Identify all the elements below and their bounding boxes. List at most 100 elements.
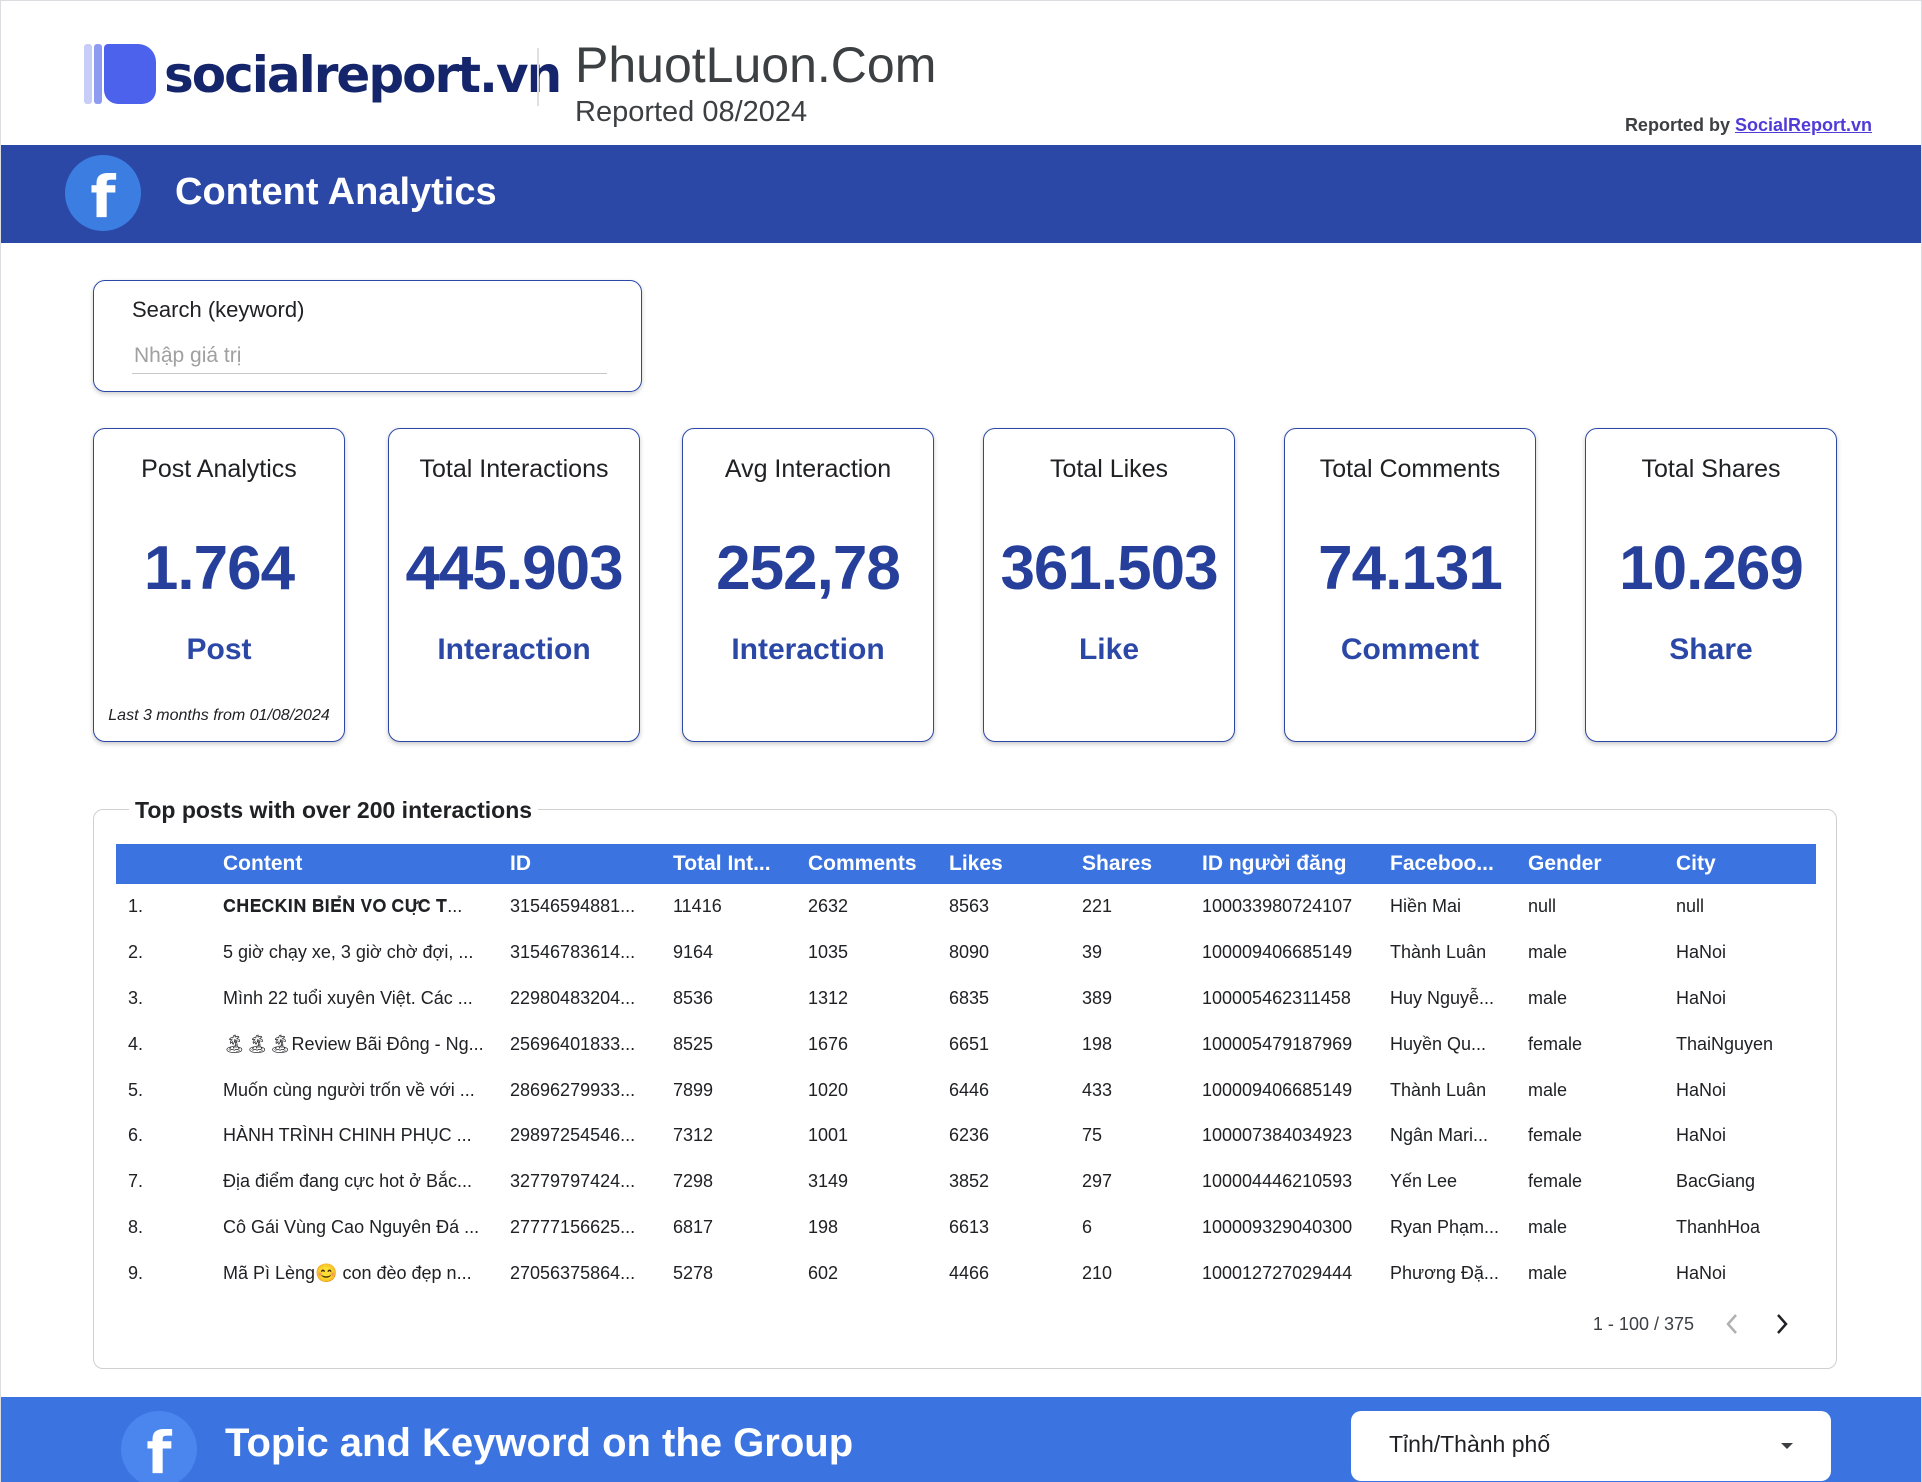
search-input[interactable] xyxy=(132,339,607,374)
column-header-post-id[interactable]: ID xyxy=(510,852,531,875)
kpi-unit: Interaction xyxy=(437,633,591,666)
cell-total-interactions: 5278 xyxy=(673,1262,714,1283)
cell-row-number: 1. xyxy=(128,896,144,917)
cell-facebook-name: Yến Lee xyxy=(1390,1171,1458,1192)
cell-total-interactions: 6817 xyxy=(673,1216,714,1237)
cell-content: Muốn cùng người trốn về với ... xyxy=(223,1079,475,1100)
prev-page-icon[interactable] xyxy=(1720,1312,1744,1336)
column-header-gender[interactable]: Gender xyxy=(1528,852,1602,875)
cell-author-id: 100009406685149 xyxy=(1202,1079,1353,1100)
cell-gender: male xyxy=(1528,1262,1568,1283)
cell-facebook-name: Thành Luân xyxy=(1390,942,1487,963)
column-header-shares[interactable]: Shares xyxy=(1082,852,1153,875)
cell-post-id: 28696279933... xyxy=(510,1079,636,1100)
table-row[interactable]: 5. Muốn cùng người trốn về với ... 2869627… xyxy=(116,1067,1816,1113)
cell-comments: 1676 xyxy=(808,1033,849,1054)
topic-keyword-banner: f Topic and Keyword on the Group Tỉnh/Th… xyxy=(1,1397,1921,1482)
cell-total-interactions: 11416 xyxy=(673,896,722,917)
kpi-card-total-shares: Total Shares 10.269 Share xyxy=(1585,428,1837,742)
cell-author-id: 100009406685149 xyxy=(1202,942,1353,963)
cell-shares: 75 xyxy=(1082,1125,1103,1146)
kpi-title: Total Interactions xyxy=(419,455,609,483)
kpi-card-total-comments: Total Comments 74.131 Comment xyxy=(1284,428,1536,742)
header-divider xyxy=(537,48,539,106)
cell-city: null xyxy=(1676,896,1705,917)
cell-city: HaNoi xyxy=(1676,1262,1727,1283)
cell-comments: 1312 xyxy=(808,987,849,1008)
table-row[interactable]: 9. Mã Pì Lèng😊 con đèo đẹp n... 2705637586… xyxy=(116,1250,1816,1296)
province-dropdown[interactable]: Tỉnh/Thành phố xyxy=(1351,1411,1831,1481)
cell-city: HaNoi xyxy=(1676,1125,1727,1146)
table-row[interactable]: 2. 5 giờ chạy xe, 3 giờ chờ đợi, ... 31546… xyxy=(116,930,1816,976)
cell-total-interactions: 7899 xyxy=(673,1079,714,1100)
table-title: Top posts with over 200 interactions xyxy=(129,797,539,824)
cell-content: Cô Gái Vùng Cao Nguyên Đá ... xyxy=(223,1216,480,1237)
table-row[interactable]: 1. 𝐂𝐇𝐄𝐂𝐊𝐈𝐍 𝐁𝐈𝐄̂̉𝐍 𝐕𝐎 𝐂𝐔̛̣𝐂 𝐓... 3154659488… xyxy=(116,884,1816,930)
cell-shares: 6 xyxy=(1082,1216,1093,1237)
cell-author-id: 100009329040300 xyxy=(1202,1216,1353,1237)
cell-facebook-name: Thành Luân xyxy=(1390,1079,1487,1100)
cell-post-id: 31546783614... xyxy=(510,942,636,963)
kpi-value: 361.503 xyxy=(1000,534,1218,603)
kpi-title: Total Likes xyxy=(1049,455,1169,483)
cell-likes: 8090 xyxy=(949,942,990,963)
column-header-likes[interactable]: Likes xyxy=(949,852,1003,875)
socialreport-logo[interactable]: socialreport.vn xyxy=(84,44,562,106)
kpi-unit: Interaction xyxy=(731,633,885,666)
cell-author-id: 100007384034923 xyxy=(1202,1125,1353,1146)
kpi-card-post-analytics: Post Analytics 1.764 Post Last 3 months … xyxy=(93,428,345,742)
top-posts-panel: Top posts with over 200 interactions Con… xyxy=(93,797,1837,1369)
cell-post-id: 31546594881... xyxy=(510,896,636,917)
table-row[interactable]: 3. Mình 22 tuổi xuyên Việt. Các ... 229804… xyxy=(116,976,1816,1022)
cell-likes: 4466 xyxy=(949,1262,990,1283)
cell-post-id: 27056375864... xyxy=(510,1262,636,1283)
kpi-value: 252,78 xyxy=(716,534,901,603)
kpi-unit: Share xyxy=(1669,633,1753,666)
content-analytics-banner: f Content Analytics xyxy=(1,145,1921,243)
cell-likes: 3852 xyxy=(949,1171,990,1192)
logo-text: socialreport.vn xyxy=(164,46,562,104)
cell-gender: null xyxy=(1528,896,1557,917)
table-row[interactable]: 4. 🏝🏝🏝Review Bãi Đông - Ng... 25696401833.… xyxy=(116,1021,1816,1067)
cell-post-id: 27777156625... xyxy=(510,1216,636,1237)
cell-row-number: 4. xyxy=(128,1033,144,1054)
kpi-title: Total Comments xyxy=(1319,455,1501,483)
cell-post-id: 22980483204... xyxy=(510,987,636,1008)
logo-icon xyxy=(84,44,158,106)
cell-author-id: 100005479187969 xyxy=(1202,1033,1353,1054)
cell-likes: 6835 xyxy=(949,987,990,1008)
cell-content: HÀNH TRÌNH CHINH PHỤC ... xyxy=(223,1125,472,1146)
column-header-content[interactable]: Content xyxy=(223,852,303,875)
cell-content: Địa điểm đang cực hot ở Bắc... xyxy=(223,1171,472,1192)
column-header-city[interactable]: City xyxy=(1676,852,1716,875)
cell-post-id: 25696401833... xyxy=(510,1033,636,1054)
cell-total-interactions: 7312 xyxy=(673,1125,714,1146)
cell-likes: 6651 xyxy=(949,1033,990,1054)
chevron-down-icon xyxy=(1781,1443,1793,1449)
table-header-row: Content ID Total Int... Comments Likes Shares… xyxy=(116,844,1816,884)
cell-gender: female xyxy=(1528,1033,1583,1054)
column-header-facebook-name[interactable]: Faceboo... xyxy=(1390,852,1494,875)
table-row[interactable]: 8. Cô Gái Vùng Cao Nguyên Đá ... 277771566… xyxy=(116,1205,1816,1251)
column-header-row-number xyxy=(116,844,219,884)
cell-shares: 297 xyxy=(1082,1171,1113,1192)
table-row[interactable]: 6. HÀNH TRÌNH CHINH PHỤC ... 29897254546..… xyxy=(116,1113,1816,1159)
cell-total-interactions: 8525 xyxy=(673,1033,714,1054)
reported-by-label: Reported by xyxy=(1624,115,1730,135)
kpi-value: 74.131 xyxy=(1318,534,1503,603)
kpi-value: 445.903 xyxy=(405,534,623,603)
reported-by-link[interactable]: SocialReport.vn xyxy=(1734,115,1872,135)
cell-row-number: 8. xyxy=(128,1216,144,1237)
column-header-total-interactions[interactable]: Total Int... xyxy=(673,852,771,875)
banner-title: Content Analytics xyxy=(175,171,497,213)
column-header-comments[interactable]: Comments xyxy=(808,852,917,875)
cell-row-number: 3. xyxy=(128,987,144,1008)
cell-gender: female xyxy=(1528,1125,1583,1146)
table-row[interactable]: 7. Địa điểm đang cực hot ở Bắc... 32779797… xyxy=(116,1159,1816,1205)
cell-content: 𝐂𝐇𝐄𝐂𝐊𝐈𝐍 𝐁𝐈𝐄̂̉𝐍 𝐕𝐎 𝐂𝐔̛̣𝐂 𝐓... xyxy=(223,896,463,917)
column-header-author-id[interactable]: ID người đăng xyxy=(1202,852,1347,875)
cell-comments: 198 xyxy=(808,1216,839,1237)
cell-facebook-name: Ryan Phạm... xyxy=(1390,1216,1500,1237)
cell-shares: 433 xyxy=(1082,1079,1113,1100)
next-page-icon[interactable] xyxy=(1770,1312,1794,1336)
